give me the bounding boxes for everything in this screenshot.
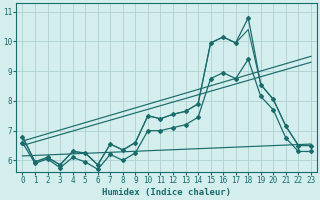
X-axis label: Humidex (Indice chaleur): Humidex (Indice chaleur) — [102, 188, 231, 197]
